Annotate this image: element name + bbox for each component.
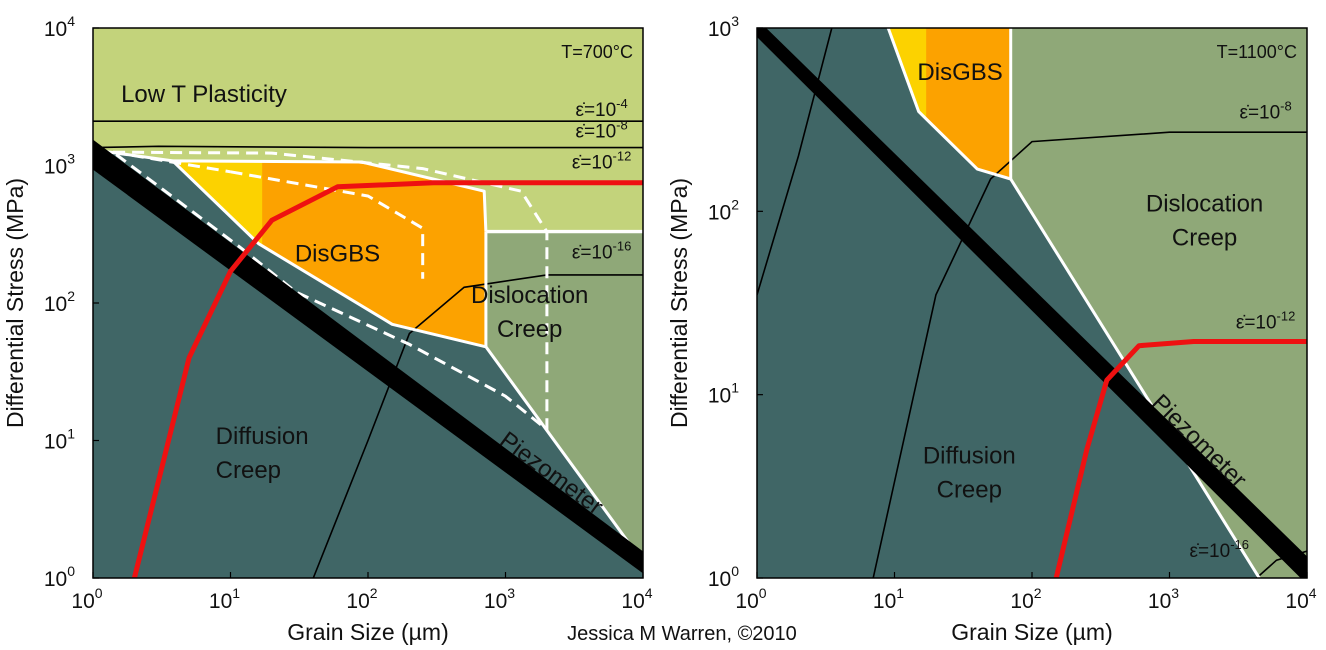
strain-rate-contour-red bbox=[131, 180, 643, 578]
region-label-dislocation-creep: Creep bbox=[497, 316, 562, 343]
mechanism-boundary bbox=[886, 28, 1261, 578]
x-tick-label: 103 bbox=[484, 585, 515, 613]
region-label-dislocation-creep: Dislocation bbox=[1146, 190, 1263, 217]
chart-panel-1: Low T Plasticity DisGBS Dislocation Creep Di… bbox=[2, 13, 653, 645]
y-tick-label: 102 bbox=[708, 196, 739, 224]
region-label-diffusion-creep: Diffusion bbox=[216, 423, 309, 450]
piezometer-band bbox=[757, 28, 1307, 578]
strain-rate-contour bbox=[757, 28, 833, 296]
x-tick-label: 100 bbox=[735, 585, 766, 613]
y-tick-label: 101 bbox=[708, 380, 739, 408]
region-dislocation-creep bbox=[1010, 28, 1307, 578]
y-tick-label: 101 bbox=[44, 426, 75, 454]
mechanism-boundary-dashed bbox=[112, 150, 549, 433]
y-tick-label: 102 bbox=[44, 288, 75, 316]
y-tick-label: 103 bbox=[708, 13, 739, 41]
y-tick-label: 104 bbox=[44, 13, 75, 41]
x-tick-label: 101 bbox=[209, 585, 240, 613]
chart-panel-2: DisGBS Dislocation Creep Diffusion Creep T=11… bbox=[666, 13, 1317, 645]
piezometer-band bbox=[93, 139, 643, 574]
region-label-disgbs: DisGBS bbox=[295, 241, 380, 268]
x-tick-label: 101 bbox=[873, 585, 904, 613]
x-tick-label: 100 bbox=[71, 585, 102, 613]
mechanism-boundary bbox=[172, 159, 488, 232]
region-label-disgbs: DisGBS bbox=[917, 59, 1002, 86]
y-axis-title: Differential Stress (MPa) bbox=[666, 178, 692, 428]
strain-rate-contour bbox=[93, 145, 643, 149]
strain-rate-contour bbox=[312, 274, 643, 578]
temperature-label: T=1100°C bbox=[1217, 42, 1297, 62]
y-tick-label: 100 bbox=[708, 563, 739, 591]
mechanism-boundary-dashed bbox=[230, 170, 425, 279]
y-tick-label: 100 bbox=[44, 563, 75, 591]
region-label-low-t-plasticity: Low T Plasticity bbox=[121, 81, 287, 108]
region-label-dislocation-creep: Dislocation bbox=[471, 282, 588, 309]
region-dislocation-creep bbox=[485, 231, 643, 563]
x-axis-title: Grain Size (µm) bbox=[287, 619, 449, 645]
region-diffusion-creep bbox=[757, 28, 1260, 578]
plot-area bbox=[757, 28, 1307, 578]
x-tick-label: 103 bbox=[1148, 585, 1179, 613]
temperature-label: T=700°C bbox=[561, 42, 633, 62]
y-axis-title: Differential Stress (MPa) bbox=[2, 178, 28, 428]
region-label-diffusion-creep: Diffusion bbox=[923, 443, 1016, 470]
region-label-dislocation-creep: Creep bbox=[1172, 224, 1237, 251]
y-tick-label: 103 bbox=[44, 151, 75, 179]
plot-area bbox=[93, 28, 643, 578]
region-label-diffusion-creep: Creep bbox=[937, 477, 1002, 504]
x-tick-label: 102 bbox=[1010, 585, 1041, 613]
strain-rate-contour-red bbox=[1053, 339, 1307, 578]
mechanism-boundary-dashed bbox=[112, 150, 231, 174]
x-tick-label: 104 bbox=[1285, 585, 1316, 613]
x-tick-label: 102 bbox=[346, 585, 377, 613]
x-tick-label: 104 bbox=[621, 585, 652, 613]
strain-rate-label: ε̇=10-16 bbox=[572, 239, 632, 264]
x-axis-title: Grain Size (µm) bbox=[951, 619, 1113, 645]
region-label-diffusion-creep: Creep bbox=[216, 457, 281, 484]
credit-text: Jessica M Warren, ©2010 bbox=[567, 623, 797, 645]
